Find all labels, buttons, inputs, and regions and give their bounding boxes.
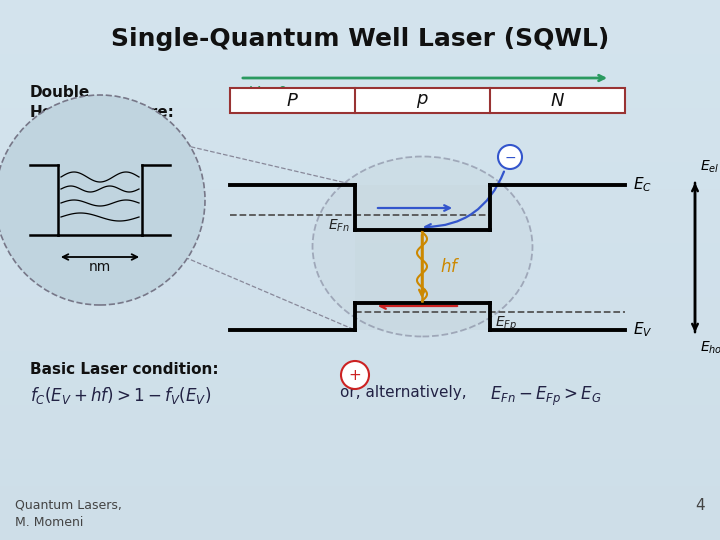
- Text: $-$: $-$: [504, 150, 516, 164]
- Bar: [0, 486, 720, 513]
- Text: or, alternatively,: or, alternatively,: [340, 385, 467, 400]
- Bar: [0, 378, 720, 405]
- Text: $hf$: $hf$: [440, 258, 461, 275]
- Text: $E_{hole}$: $E_{hole}$: [700, 340, 720, 356]
- Circle shape: [0, 95, 205, 305]
- Bar: [0, 54, 720, 81]
- Bar: [0, 432, 720, 459]
- Text: $E_V$: $E_V$: [633, 321, 652, 339]
- Text: Single-Quantum Well Laser (SQWL): Single-Quantum Well Laser (SQWL): [111, 27, 609, 51]
- Text: $E_{Fn}$: $E_{Fn}$: [328, 218, 350, 234]
- Bar: [355, 185, 490, 330]
- Text: $P$: $P$: [286, 91, 298, 110]
- Text: $N$: $N$: [549, 91, 564, 110]
- Text: 4: 4: [696, 498, 705, 513]
- Circle shape: [341, 361, 369, 389]
- Bar: [0, 108, 720, 135]
- Bar: [0, 351, 720, 378]
- Bar: [0, 0, 720, 27]
- Bar: [230, 88, 625, 113]
- Text: $f_C(E_V + hf) > 1 - f_V(E_V)$: $f_C(E_V + hf) > 1 - f_V(E_V)$: [30, 385, 212, 406]
- Text: $V > 0$: $V > 0$: [248, 85, 288, 101]
- Bar: [0, 270, 720, 297]
- Text: $+$: $+$: [348, 368, 361, 382]
- Bar: [0, 459, 720, 486]
- Text: $E_{el}$: $E_{el}$: [700, 159, 719, 175]
- Text: Basic Laser condition:: Basic Laser condition:: [30, 362, 219, 377]
- Bar: [0, 189, 720, 216]
- Text: nm: nm: [89, 260, 111, 274]
- Bar: [0, 297, 720, 324]
- Text: $E_{Fp}$: $E_{Fp}$: [495, 315, 517, 333]
- Circle shape: [498, 145, 522, 169]
- Bar: [0, 162, 720, 189]
- Bar: [0, 81, 720, 108]
- Bar: [0, 27, 720, 54]
- Bar: [0, 243, 720, 270]
- Text: $E_C$: $E_C$: [633, 176, 652, 194]
- Bar: [0, 405, 720, 432]
- Ellipse shape: [312, 157, 533, 336]
- Bar: [0, 216, 720, 243]
- Bar: [0, 324, 720, 351]
- Bar: [0, 513, 720, 540]
- Text: Double
Heterostructure:: Double Heterostructure:: [30, 85, 175, 120]
- Text: Quantum Lasers,
M. Momeni: Quantum Lasers, M. Momeni: [15, 498, 122, 529]
- Text: $p$: $p$: [415, 91, 428, 110]
- Text: $E_{Fn} - E_{Fp} > E_G$: $E_{Fn} - E_{Fp} > E_G$: [490, 385, 602, 408]
- Bar: [0, 135, 720, 162]
